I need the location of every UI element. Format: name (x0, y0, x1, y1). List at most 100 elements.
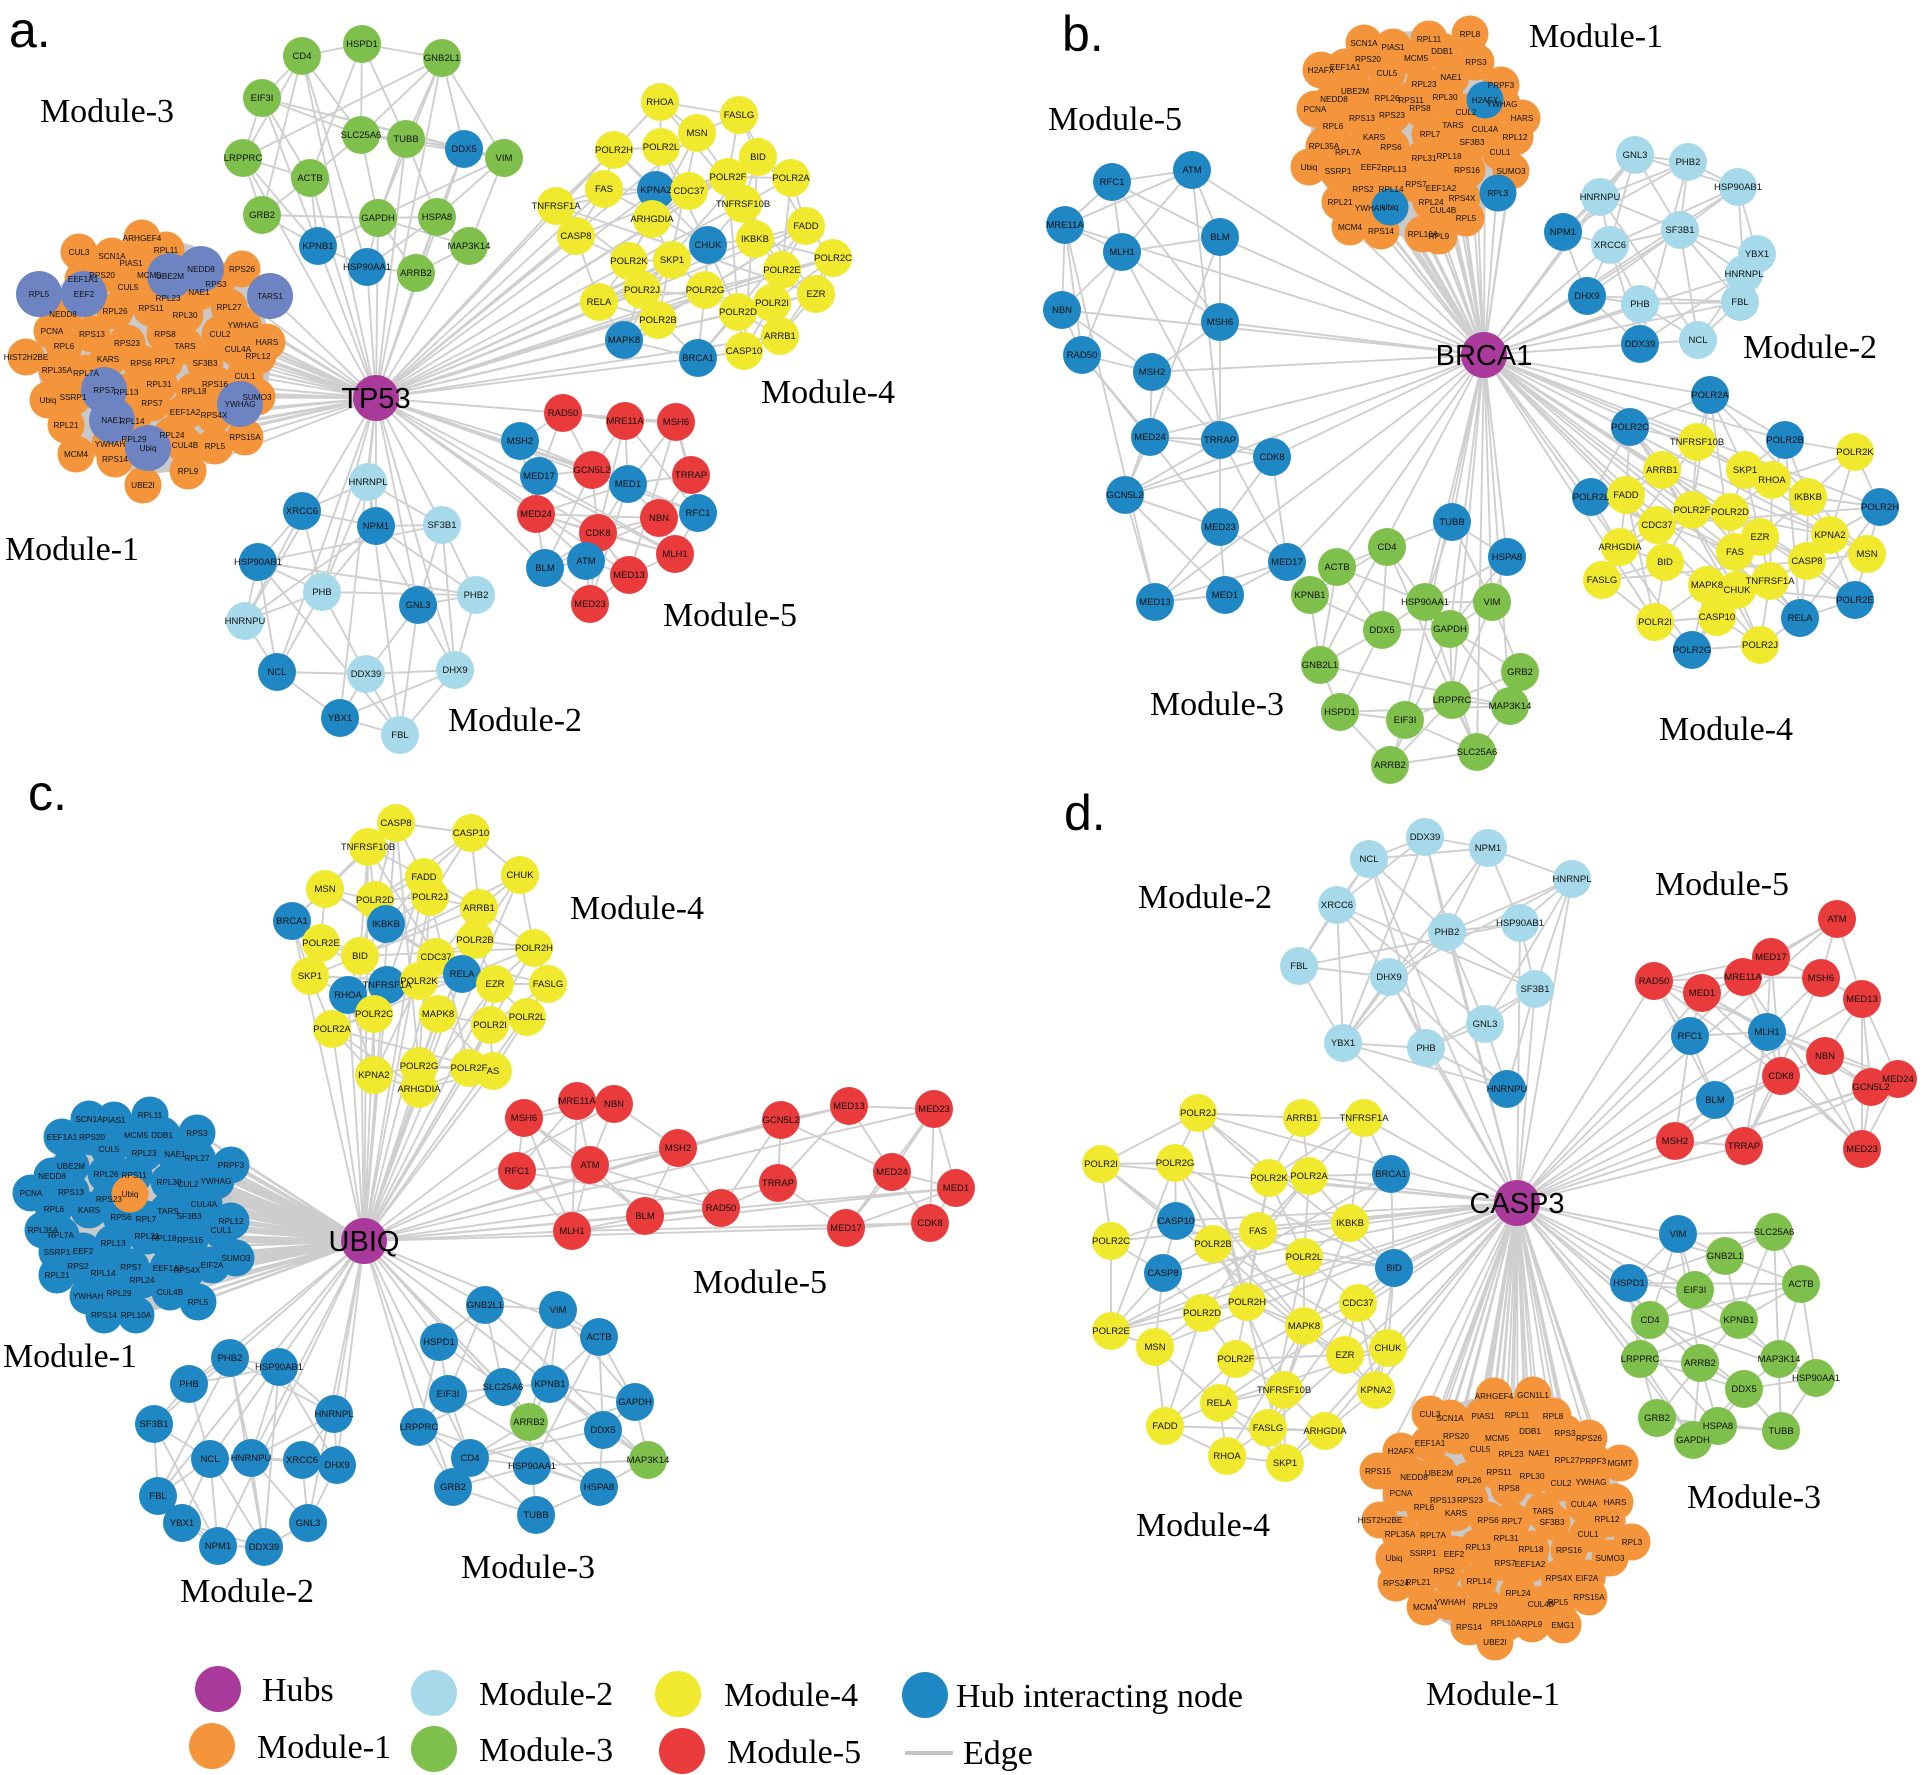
svg-text:CUL4B: CUL4B (1430, 206, 1457, 215)
svg-text:NCL: NCL (1688, 335, 1707, 346)
svg-text:MED23: MED23 (1846, 1144, 1878, 1155)
svg-text:RPL7: RPL7 (136, 1215, 157, 1224)
svg-text:RPS16: RPS16 (1454, 166, 1480, 175)
svg-text:EEF2: EEF2 (73, 1247, 94, 1256)
svg-text:ATM: ATM (576, 556, 595, 567)
svg-text:POLR2E: POLR2E (763, 265, 801, 276)
svg-text:CUL2: CUL2 (1551, 1479, 1572, 1488)
svg-text:BLM: BLM (1210, 232, 1230, 243)
svg-text:KPNB1: KPNB1 (1723, 1315, 1754, 1326)
svg-text:GNB2L1: GNB2L1 (1302, 660, 1338, 671)
svg-text:ARRB2: ARRB2 (1374, 760, 1406, 771)
svg-text:ACTB: ACTB (1788, 1279, 1813, 1290)
svg-text:DDX5: DDX5 (590, 1425, 615, 1436)
svg-text:GRB2: GRB2 (249, 210, 275, 221)
svg-text:KARS: KARS (1445, 1509, 1468, 1518)
svg-text:GAPDH: GAPDH (1676, 1435, 1710, 1446)
svg-text:HARS: HARS (1511, 114, 1534, 123)
svg-text:CUL4A: CUL4A (225, 345, 252, 354)
svg-text:NBN: NBN (604, 1099, 624, 1110)
svg-text:CDC37: CDC37 (1641, 520, 1672, 531)
svg-text:RFC1: RFC1 (1100, 177, 1125, 188)
svg-text:GNL3: GNL3 (1473, 1019, 1498, 1030)
svg-text:EZR: EZR (807, 289, 826, 300)
svg-text:TUBB: TUBB (523, 1510, 548, 1521)
svg-text:FADD: FADD (411, 872, 436, 883)
svg-text:RPL21: RPL21 (53, 421, 78, 430)
svg-text:PIAS1: PIAS1 (1381, 43, 1405, 52)
svg-text:RPL29: RPL29 (121, 435, 146, 444)
svg-text:MCM5: MCM5 (137, 271, 162, 280)
svg-text:RPL29: RPL29 (106, 1289, 131, 1298)
svg-text:EEF1A1: EEF1A1 (68, 275, 99, 284)
svg-text:TUBB: TUBB (1768, 1426, 1793, 1437)
svg-text:NPM1: NPM1 (205, 1541, 231, 1552)
svg-text:CUL2: CUL2 (1456, 108, 1477, 117)
svg-text:YWHAH: YWHAH (95, 440, 126, 449)
svg-text:SUMO3: SUMO3 (1595, 1554, 1625, 1563)
svg-text:MSH2: MSH2 (1662, 1136, 1688, 1147)
svg-text:Module-3: Module-3 (479, 1732, 613, 1769)
svg-text:HSPD1: HSPD1 (346, 39, 378, 50)
svg-text:ACTB: ACTB (1324, 562, 1349, 573)
svg-text:POLR2G: POLR2G (1673, 645, 1712, 656)
svg-text:MRE11A: MRE11A (606, 416, 644, 427)
svg-text:MED23: MED23 (574, 599, 606, 610)
svg-text:XRCC6: XRCC6 (1321, 900, 1353, 911)
svg-text:EEF2: EEF2 (1361, 163, 1382, 172)
svg-text:POLR2D: POLR2D (719, 307, 757, 318)
svg-text:CUL5: CUL5 (1377, 69, 1398, 78)
svg-text:POLR2J: POLR2J (1742, 640, 1778, 651)
svg-text:Module-4: Module-4 (1659, 711, 1793, 748)
svg-text:POLR2D: POLR2D (1711, 507, 1749, 518)
svg-text:RFC1: RFC1 (686, 508, 711, 519)
svg-text:GNB2L1: GNB2L1 (424, 53, 460, 64)
svg-text:MAP3K14: MAP3K14 (1489, 701, 1532, 712)
svg-text:RPS14: RPS14 (102, 455, 128, 464)
svg-text:RFC1: RFC1 (505, 1166, 530, 1177)
svg-text:SKP1: SKP1 (1733, 465, 1757, 476)
svg-text:BID: BID (1657, 557, 1673, 568)
svg-text:XRCC6: XRCC6 (1594, 240, 1626, 251)
svg-text:TARS: TARS (157, 1207, 179, 1216)
svg-text:MSN: MSN (686, 128, 707, 139)
svg-text:TRRAP: TRRAP (1204, 435, 1236, 446)
svg-text:MSH6: MSH6 (511, 1113, 537, 1124)
svg-text:CASP10: CASP10 (1699, 612, 1735, 623)
svg-text:MED1: MED1 (943, 1183, 969, 1194)
svg-text:BID: BID (750, 152, 766, 163)
svg-text:UBIQ: UBIQ (329, 1226, 400, 1258)
svg-text:YBX1: YBX1 (328, 713, 352, 724)
svg-text:MCM4: MCM4 (64, 450, 89, 459)
svg-text:EZR: EZR (486, 979, 505, 990)
svg-text:SLC25A6: SLC25A6 (483, 1382, 524, 1393)
svg-text:DDB1: DDB1 (1431, 47, 1453, 56)
svg-text:RPL7A: RPL7A (73, 369, 99, 378)
svg-text:TARS: TARS (1442, 121, 1464, 130)
svg-text:POLR2K: POLR2K (400, 976, 438, 987)
svg-text:NBN: NBN (649, 513, 669, 524)
svg-text:MCM5: MCM5 (124, 1131, 149, 1140)
svg-text:RPL27: RPL27 (184, 1154, 209, 1163)
svg-text:EZR: EZR (1336, 1350, 1355, 1361)
svg-text:RPS11: RPS11 (1486, 1468, 1512, 1477)
svg-text:KARS: KARS (78, 1206, 101, 1215)
svg-text:POLR2C: POLR2C (355, 1009, 393, 1020)
svg-text:RPL18: RPL18 (151, 1234, 176, 1243)
svg-text:EIF3I: EIF3I (1394, 715, 1417, 726)
svg-text:CUL2: CUL2 (178, 1180, 199, 1189)
svg-text:ATM: ATM (1182, 165, 1201, 176)
svg-text:Module-1: Module-1 (5, 531, 139, 568)
svg-text:RPS26: RPS26 (229, 265, 255, 274)
svg-text:RPL29: RPL29 (1472, 1602, 1497, 1611)
svg-text:YBX1: YBX1 (1331, 1038, 1355, 1049)
svg-text:HSPD1: HSPD1 (1613, 1278, 1645, 1289)
svg-text:CHUK: CHUK (507, 870, 535, 881)
svg-text:RPL35A: RPL35A (1385, 1530, 1416, 1539)
svg-text:HNRNPL: HNRNPL (348, 477, 387, 488)
svg-text:VIM: VIM (1670, 1229, 1687, 1240)
svg-text:NEDD8: NEDD8 (1400, 1473, 1428, 1482)
svg-text:FAS: FAS (1249, 1226, 1267, 1237)
svg-text:UBE2M: UBE2M (57, 1162, 85, 1171)
svg-text:RAD50: RAD50 (1639, 976, 1670, 987)
